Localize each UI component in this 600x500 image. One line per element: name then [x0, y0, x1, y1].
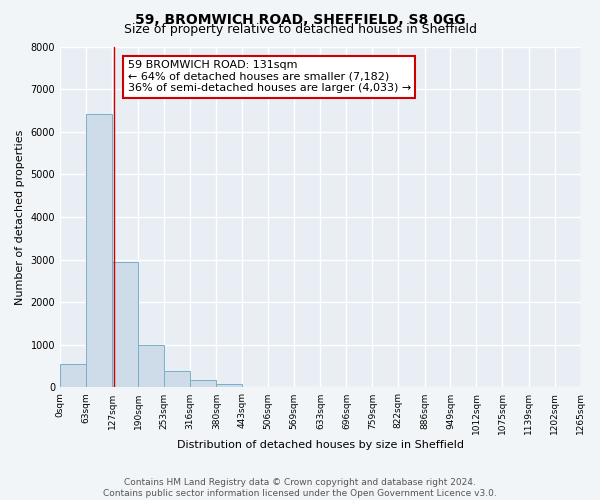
Text: Size of property relative to detached houses in Sheffield: Size of property relative to detached ho… [124, 22, 476, 36]
Text: 59 BROMWICH ROAD: 131sqm
← 64% of detached houses are smaller (7,182)
36% of sem: 59 BROMWICH ROAD: 131sqm ← 64% of detach… [128, 60, 411, 94]
Bar [164, 372, 190, 388]
Bar [112, 262, 138, 388]
Bar [217, 384, 242, 388]
Bar [138, 346, 164, 388]
Y-axis label: Number of detached properties: Number of detached properties [15, 130, 25, 304]
Bar [60, 364, 86, 388]
Bar [86, 114, 112, 388]
X-axis label: Distribution of detached houses by size in Sheffield: Distribution of detached houses by size … [177, 440, 464, 450]
Text: Contains HM Land Registry data © Crown copyright and database right 2024.
Contai: Contains HM Land Registry data © Crown c… [103, 478, 497, 498]
Bar [190, 380, 217, 388]
Text: 59, BROMWICH ROAD, SHEFFIELD, S8 0GG: 59, BROMWICH ROAD, SHEFFIELD, S8 0GG [135, 12, 465, 26]
